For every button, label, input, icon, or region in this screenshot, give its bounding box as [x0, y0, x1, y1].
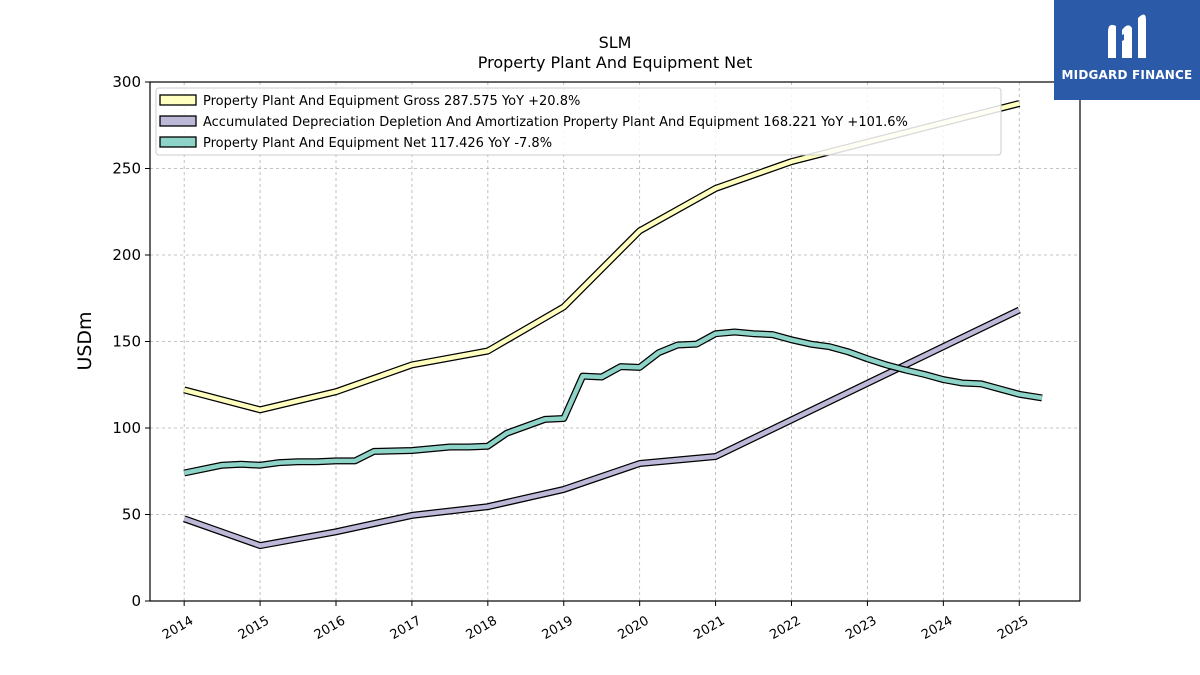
- brand-logo: MIDGARD FINANCE: [1054, 0, 1200, 100]
- y-axis-label: USDm: [74, 311, 96, 370]
- midgard-logo-icon: [1108, 14, 1146, 59]
- chart-subtitle: Property Plant And Equipment Net: [478, 53, 753, 72]
- legend-swatch: [159, 115, 197, 127]
- x-tick-label: 2018: [464, 613, 500, 643]
- x-tick-label: 2025: [995, 613, 1031, 643]
- y-tick-label: 300: [112, 73, 141, 91]
- legend-swatch: [159, 94, 197, 106]
- series-line: [183, 329, 1043, 476]
- y-tick-label: 100: [112, 419, 141, 437]
- grid-lines: [150, 81, 1080, 602]
- y-tick-label: 150: [112, 333, 141, 351]
- x-tick-label: 2019: [540, 613, 576, 643]
- x-tick-label: 2014: [160, 613, 196, 643]
- brand-logo-text: MIDGARD FINANCE: [1061, 68, 1193, 82]
- x-tick-label: 2024: [919, 613, 955, 643]
- y-tick-label: 50: [122, 506, 141, 524]
- series-line-outline: [183, 328, 1043, 477]
- y-axis: 0 50 100 150 200 250 300: [112, 73, 150, 610]
- legend-box: [155, 87, 1002, 156]
- x-tick-label: 2023: [843, 613, 879, 643]
- chart-title: SLM: [599, 33, 632, 52]
- x-tick-label: 2015: [236, 613, 272, 643]
- series-line: [183, 101, 1020, 413]
- y-tick-label: 200: [112, 246, 141, 264]
- legend-entry-label: Accumulated Depreciation Depletion And A…: [203, 115, 908, 130]
- legend-entry-label: Property Plant And Equipment Gross 287.5…: [203, 94, 580, 109]
- legend-swatch: [159, 136, 197, 148]
- x-tick-label: 2022: [767, 613, 803, 643]
- y-tick-label: 0: [131, 592, 141, 610]
- legend: Property Plant And Equipment Gross 287.5…: [155, 87, 1002, 156]
- legend-entry-label: Property Plant And Equipment Net 117.426…: [203, 136, 552, 151]
- x-tick-label: 2021: [691, 613, 727, 643]
- x-axis: 2014 2015 2016 2017 2018 2019 2020 2021 2022 2023…: [160, 601, 1031, 643]
- series-lines: [183, 100, 1043, 550]
- series-line: [183, 307, 1021, 548]
- x-tick-label: 2016: [312, 613, 348, 643]
- y-tick-label: 250: [112, 160, 141, 178]
- x-tick-label: 2020: [616, 613, 652, 643]
- x-tick-label: 2017: [388, 613, 424, 643]
